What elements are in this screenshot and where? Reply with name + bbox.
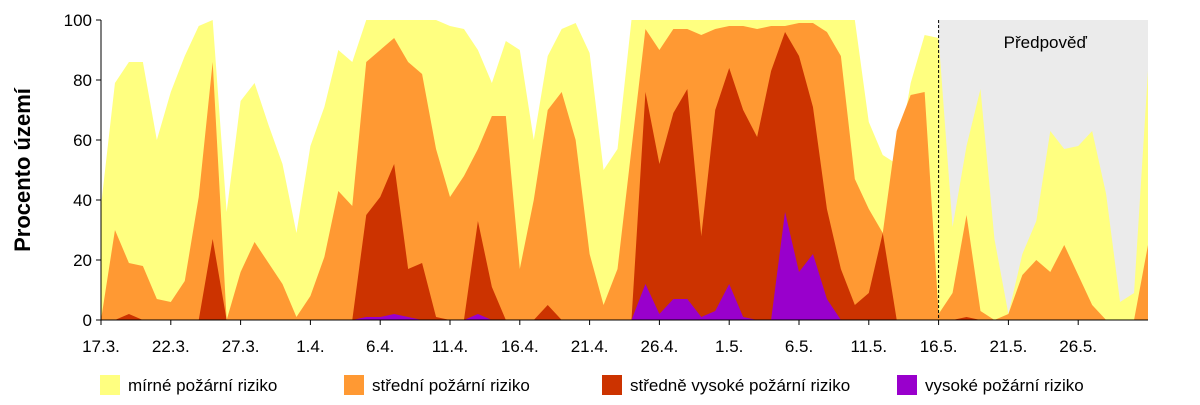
x-tick-label: 21.5. [989,337,1027,356]
legend-label-1: mírné požární riziko [128,376,277,395]
series-area-3 [101,32,1148,320]
legend-swatch-4 [897,375,917,395]
x-tick-label: 11.5. [851,337,888,356]
y-tick-label: 80 [73,71,92,90]
y-tick-label: 40 [73,191,92,210]
x-tick-label: 21.4. [571,337,609,356]
series-areas: Předpověď [101,20,1148,320]
legend-swatch-3 [602,375,622,395]
x-tick-label: 1.4. [296,337,324,356]
legend-label-3: středně vysoké požární riziko [630,376,850,395]
axes: 0 20 40 60 80 100 17.3. 22.3. 27.3. 1.4. 6.4. 11.4.… [10,11,1148,356]
legend-label-4: vysoké požární riziko [925,376,1084,395]
x-tick-label: 27.3. [222,337,260,356]
x-tick-label: 26.5. [1059,337,1097,356]
x-tick-label: 22.3. [152,337,190,356]
forecast-label: Předpověď [1004,33,1088,52]
legend-swatch-1 [100,375,120,395]
x-tick-label: 1.5. [715,337,743,356]
y-tick-label: 60 [73,131,92,150]
y-tick-label: 100 [64,11,92,30]
x-tick-label: 6.4. [366,337,394,356]
x-tick-label: 16.5. [920,337,958,356]
y-tick-label: 0 [83,311,92,330]
x-tick-label: 16.4. [501,337,539,356]
x-tick-label: 11.4. [432,337,469,356]
y-tick-label: 20 [73,251,92,270]
legend: mírné požární riziko střední požární rizi… [100,375,1084,395]
legend-label-2: střední požární riziko [372,376,530,395]
x-tick-label: 17.3. [82,337,120,356]
y-axis-label: Procento území [10,87,35,252]
legend-swatch-2 [344,375,364,395]
x-tick-label: 6.5. [785,337,813,356]
x-tick-label: 26.4. [640,337,678,356]
